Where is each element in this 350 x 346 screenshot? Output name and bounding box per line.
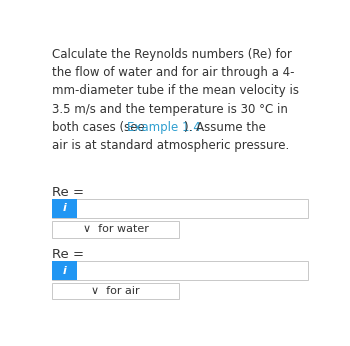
FancyBboxPatch shape (52, 261, 308, 280)
Text: ∨  for air: ∨ for air (91, 286, 140, 296)
Text: Example 1.4: Example 1.4 (127, 121, 201, 134)
Text: both cases (see: both cases (see (52, 121, 148, 134)
Text: Calculate the Reynolds numbers (Re) for: Calculate the Reynolds numbers (Re) for (52, 48, 292, 61)
FancyBboxPatch shape (52, 261, 77, 280)
Text: i: i (62, 266, 66, 276)
Text: Re =: Re = (52, 248, 84, 261)
FancyBboxPatch shape (52, 199, 77, 218)
FancyBboxPatch shape (52, 221, 179, 238)
Text: ∨  for water: ∨ for water (83, 224, 148, 234)
Text: i: i (62, 203, 66, 213)
Text: Re =: Re = (52, 185, 84, 199)
Text: air is at standard atmospheric pressure.: air is at standard atmospheric pressure. (52, 139, 289, 152)
Text: ). Assume the: ). Assume the (184, 121, 266, 134)
FancyBboxPatch shape (52, 283, 179, 299)
Text: mm-diameter tube if the mean velocity is: mm-diameter tube if the mean velocity is (52, 84, 299, 98)
FancyBboxPatch shape (52, 199, 308, 218)
Text: the flow of water and for air through a 4-: the flow of water and for air through a … (52, 66, 294, 79)
Text: 3.5 m/s and the temperature is 30 °C in: 3.5 m/s and the temperature is 30 °C in (52, 102, 288, 116)
